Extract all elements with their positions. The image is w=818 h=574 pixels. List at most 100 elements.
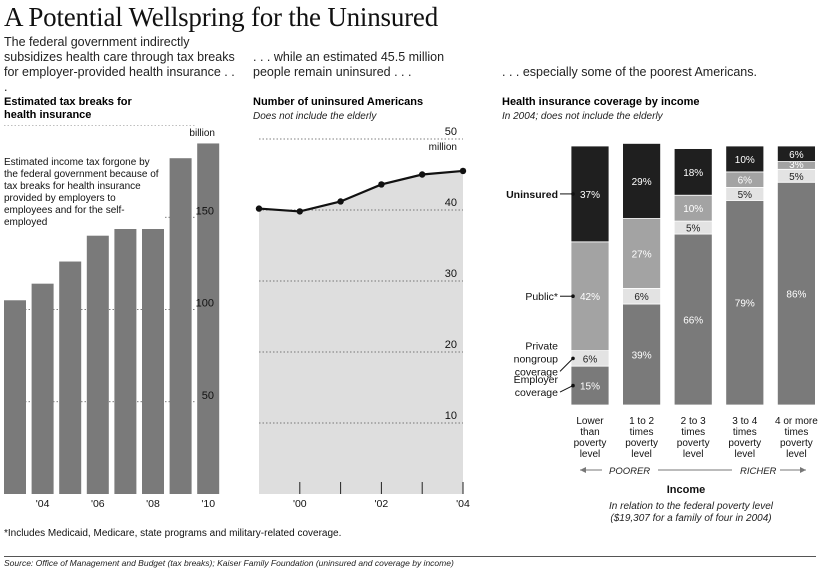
uninsured-y-tick-label: 50 (445, 126, 457, 138)
tax-bar (86, 235, 109, 494)
coverage-value-label: 3% (789, 160, 804, 171)
coverage-legend-label: nongroup (514, 353, 559, 365)
coverage-value-label: 10% (683, 204, 703, 215)
coverage-legend-dot (571, 383, 575, 388)
coverage-legend-dot (571, 356, 575, 361)
coverage-value-label: 6% (583, 354, 598, 365)
tax-bar (59, 261, 82, 494)
tax-breaks-chart: $20015010050billion '04'06'08'10 (4, 125, 220, 510)
coverage-legend-leader (559, 358, 574, 372)
tax-x-tick-label: '10 (201, 498, 215, 510)
coverage-value-label: 37% (580, 190, 600, 201)
coverage-segment (776, 145, 816, 162)
coverage-value-label: 10% (735, 155, 755, 166)
uninsured-point (255, 205, 263, 212)
tax-x-tick-label: '08 (146, 498, 160, 510)
poorer-arrowhead (580, 467, 586, 473)
coverage-category-label: poverty (625, 438, 658, 449)
coverage-legend-label: coverage (515, 387, 558, 399)
uninsured-x-tick-label: '00 (293, 498, 307, 510)
coverage-segment (673, 194, 713, 222)
coverage-value-label: 5% (686, 224, 701, 235)
uninsured-x-tick-label: '04 (456, 498, 470, 510)
coverage-category-label: level (683, 449, 704, 460)
richer-label: RICHER (740, 466, 777, 477)
source-line: Source: Office of Management and Budget … (4, 558, 454, 568)
coverage-value-label: 5% (738, 190, 753, 201)
coverage-value-label: 18% (683, 168, 703, 179)
coverage-legend-label: Public* (525, 291, 558, 303)
coverage-category-label: than (580, 427, 599, 438)
coverage-value-label: 79% (735, 299, 755, 310)
uninsured-area (259, 170, 463, 494)
intro-poorest: . . . especially some of the poorest Ame… (502, 65, 757, 79)
coverage-category-label: poverty (728, 438, 761, 449)
coverage-category-label: level (786, 449, 807, 460)
coverage-category-label: poverty (780, 438, 813, 449)
uninsured-y-tick-label: 10 (445, 410, 457, 422)
coverage-segment (776, 181, 816, 406)
coverage-legend-label: Employer (514, 374, 559, 386)
uninsured-chart-title: Number of uninsured Americans (253, 96, 424, 108)
coverage-value-label: 6% (738, 176, 753, 187)
tax-bar (31, 283, 54, 494)
coverage-segment (622, 143, 661, 219)
coverage-category-label: 3 to 4 (732, 416, 757, 427)
coverage-category-label: poverty (677, 438, 710, 449)
coverage-category-label: 1 to 2 (629, 416, 654, 427)
coverage-category-label: times (681, 427, 705, 438)
coverage-value-label: 86% (786, 290, 806, 301)
coverage-value-label: 29% (632, 177, 652, 188)
uninsured-point (296, 208, 303, 215)
coverage-category-label: level (631, 449, 652, 460)
tax-breaks-note: Estimated income tax forgone by the fede… (4, 157, 164, 229)
coverage-value-label: 15% (580, 382, 600, 393)
coverage-value-label: 42% (580, 292, 600, 303)
uninsured-point (337, 198, 344, 205)
coverage-category-label: times (784, 427, 808, 438)
tax-chart-title: Estimated tax breaks for health insuranc… (4, 96, 132, 121)
intro-tax-breaks: The federal government indirectly subsid… (4, 35, 235, 94)
intro-uninsured: . . . while an estimated 45.5 million pe… (253, 50, 445, 79)
coverage-chart-title: Health insurance coverage by income (502, 96, 700, 108)
tax-y-tick-label: 50 (202, 390, 214, 402)
tax-bar (114, 209, 137, 494)
coverage-value-label: 6% (789, 150, 804, 161)
coverage-segment (622, 303, 661, 406)
uninsured-unit-label: million (429, 142, 457, 153)
uninsured-y-tick-label: 30 (445, 268, 457, 280)
coverage-segment (570, 241, 610, 352)
tax-bar (197, 143, 220, 494)
coverage-category-label: level (580, 449, 601, 460)
coverage-category-label: times (630, 427, 654, 438)
coverage-legend-label: coverage (515, 366, 558, 378)
coverage-category-label: level (735, 449, 756, 460)
coverage-category-label: 4 or more (775, 416, 818, 427)
footnote: *Includes Medicaid, Medicare, state prog… (4, 528, 342, 539)
coverage-segment (673, 148, 713, 196)
coverage-segment (622, 218, 661, 289)
uninsured-x-tick-label: '02 (375, 498, 389, 510)
uninsured-point (459, 167, 467, 175)
coverage-value-label: 27% (632, 249, 652, 260)
source-divider (4, 556, 816, 557)
tax-bar (169, 158, 192, 494)
coverage-category-label: poverty (574, 438, 607, 449)
coverage-x-axis-note: ($19,307 for a family of four in 2004) (610, 513, 771, 524)
page-title: A Potential Wellspring for the Uninsured (4, 2, 439, 32)
coverage-value-label: 5% (789, 172, 804, 183)
uninsured-point (419, 171, 426, 178)
uninsured-chart-subtitle: Does not include the elderly (253, 111, 377, 122)
uninsured-y-tick-label: 20 (445, 339, 457, 351)
tax-y-tick-label: 150 (196, 205, 214, 217)
uninsured-point (378, 181, 385, 188)
tax-y-tick-label: 100 (196, 298, 214, 310)
coverage-value-label: 66% (683, 316, 703, 327)
coverage-legend-dot (571, 192, 575, 196)
coverage-value-label: 39% (632, 350, 652, 361)
coverage-category-label: Lower (576, 416, 604, 427)
tax-bar (4, 300, 26, 494)
coverage-legend-dot (571, 294, 575, 299)
coverage-chart-subtitle: In 2004; does not include the elderly (502, 111, 663, 122)
coverage-chart: 15% 6% 42% 37% 39% 6% 27% 29% 66% 5% 10% 18% 79% 5% 6%… (506, 143, 818, 524)
